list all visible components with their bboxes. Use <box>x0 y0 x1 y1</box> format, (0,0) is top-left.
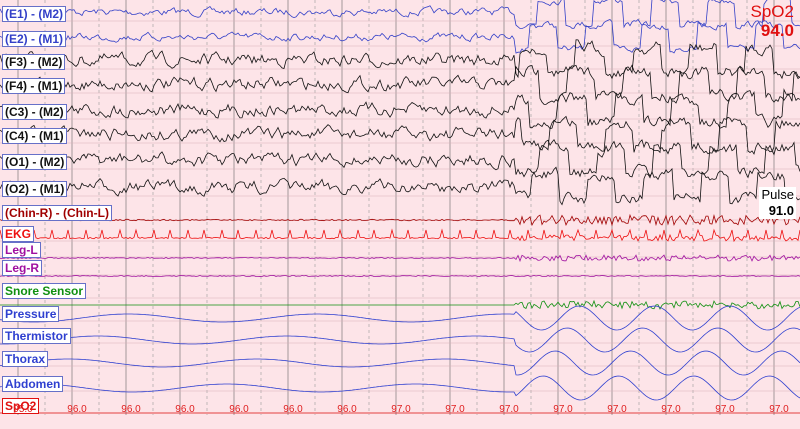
waveform <box>0 254 800 263</box>
spo2-reading: 97.0 <box>445 404 465 415</box>
spo2-reading: 97.0 <box>553 404 573 415</box>
waveform <box>0 0 800 30</box>
waveform <box>0 88 800 130</box>
waveform <box>0 375 800 401</box>
waveform <box>0 138 800 179</box>
spo2-panel: SpO2 94.0 <box>751 2 794 40</box>
waveform <box>0 19 800 54</box>
channel-label: Abdomen <box>2 376 64 392</box>
waveform <box>0 299 800 310</box>
channel-label: (E1) - (M2) <box>2 6 66 22</box>
pulse-panel-label: Pulse <box>761 187 794 202</box>
spo2-reading: 97.0 <box>391 404 411 415</box>
pulse-panel-value: 91.0 <box>768 203 794 218</box>
spo2-reading: 97.0 <box>715 404 735 415</box>
channel-label: EKG <box>2 226 35 242</box>
spo2-reading: 96.0 <box>121 404 141 415</box>
channel-label: Leg-R <box>2 260 42 276</box>
spo2-reading: 96.0 <box>337 404 357 415</box>
spo2-reading: 97.0 <box>661 404 681 415</box>
channel-label: Thermistor <box>2 328 71 344</box>
channel-label: SpO2 <box>2 398 40 414</box>
waveform <box>0 213 800 227</box>
pulse-panel: Pulse 91.0 <box>759 187 796 219</box>
waveform <box>0 39 800 80</box>
channel-label: (E2) - (M1) <box>2 31 66 47</box>
waveform <box>0 115 800 155</box>
waveform <box>0 64 800 105</box>
spo2-reading: 97.0 <box>607 404 627 415</box>
waveform <box>0 228 800 243</box>
channel-label: (F3) - (M2) <box>2 54 66 70</box>
waveform <box>0 275 800 277</box>
spo2-reading: 97.0 <box>769 404 789 415</box>
channel-label: (O1) - (M2) <box>2 154 68 170</box>
spo2-panel-label: SpO2 <box>750 2 794 21</box>
spo2-reading: 96.0 <box>229 404 249 415</box>
waveform <box>0 166 800 206</box>
channel-label: Leg-L <box>2 242 41 258</box>
spo2-panel-value: 94.0 <box>760 21 794 40</box>
waveform <box>0 350 800 376</box>
spo2-reading: 95.0 <box>13 404 33 415</box>
waveform <box>0 327 800 353</box>
channel-label: Thorax <box>2 351 49 367</box>
spo2-reading: 96.0 <box>175 404 195 415</box>
channel-label: (Chin-R) - (Chin-L) <box>2 205 112 221</box>
channel-label: Snore Sensor <box>2 283 87 299</box>
spo2-reading: 97.0 <box>499 404 519 415</box>
spo2-reading: 96.0 <box>283 404 303 415</box>
channel-label: (O2) - (M1) <box>2 181 68 197</box>
channel-label: Pressure <box>2 306 60 322</box>
spo2-reading: 96.0 <box>67 404 87 415</box>
channel-label: (F4) - (M1) <box>2 78 66 94</box>
channel-label: (C4) - (M1) <box>2 128 67 144</box>
channel-label: (C3) - (M2) <box>2 104 67 120</box>
waveform <box>0 305 800 331</box>
